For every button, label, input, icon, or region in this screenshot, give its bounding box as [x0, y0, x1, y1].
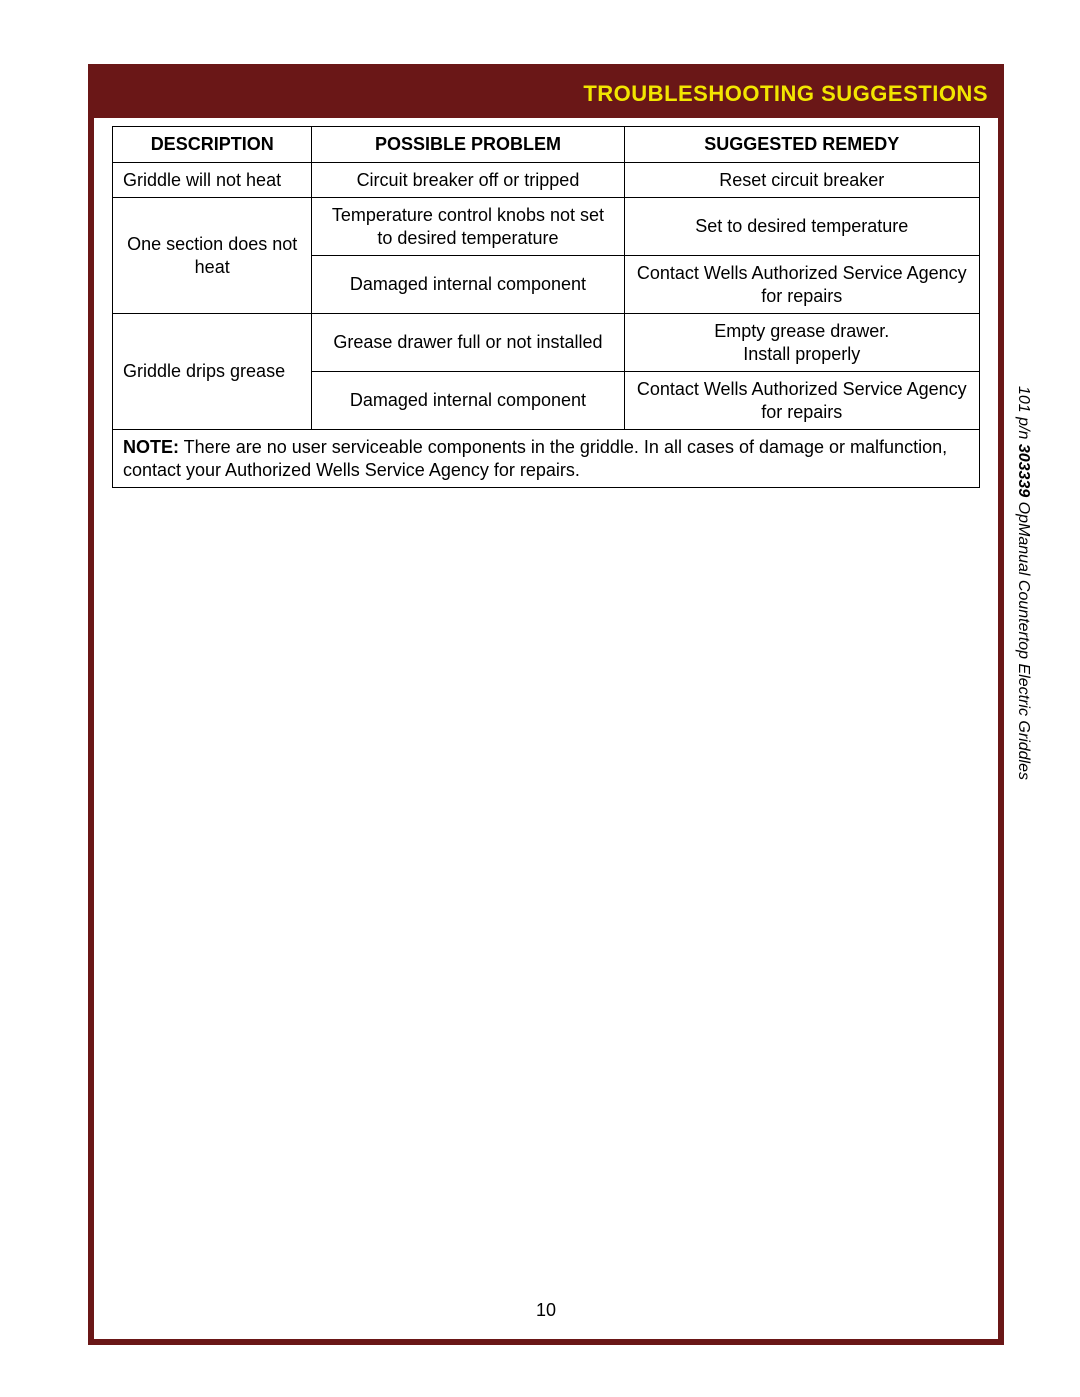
col-header-description: DESCRIPTION [113, 127, 312, 163]
table-header-row: DESCRIPTION POSSIBLE PROBLEM SUGGESTED R… [113, 127, 980, 163]
cell-description: Griddle drips grease [113, 314, 312, 430]
note-label: NOTE: [123, 437, 179, 457]
troubleshooting-table: DESCRIPTION POSSIBLE PROBLEM SUGGESTED R… [112, 126, 980, 488]
cell-description: Griddle will not heat [113, 162, 312, 198]
col-header-problem: POSSIBLE PROBLEM [312, 127, 624, 163]
cell-problem: Circuit breaker off or tripped [312, 162, 624, 198]
page-number: 10 [536, 1300, 556, 1321]
cell-problem: Damaged internal component [312, 372, 624, 430]
content-area: DESCRIPTION POSSIBLE PROBLEM SUGGESTED R… [94, 118, 998, 496]
cell-remedy: Contact Wells Authorized Service Agency … [624, 372, 979, 430]
side-caption: 101 p/n 303339 OpManual Countertop Elect… [1014, 386, 1032, 780]
side-prefix: 101 p/n [1015, 386, 1032, 444]
side-partnum: 303339 [1015, 444, 1032, 497]
cell-remedy: Empty grease drawer.Install properly [624, 314, 979, 372]
header-bar: TROUBLESHOOTING SUGGESTIONS [94, 70, 998, 118]
note-cell: NOTE: There are no user serviceable comp… [113, 430, 980, 488]
cell-problem: Temperature control knobs not set to des… [312, 198, 624, 256]
cell-remedy: Contact Wells Authorized Service Agency … [624, 256, 979, 314]
cell-remedy: Set to desired temperature [624, 198, 979, 256]
cell-problem: Grease drawer full or not installed [312, 314, 624, 372]
cell-problem: Damaged internal component [312, 256, 624, 314]
page: TROUBLESHOOTING SUGGESTIONS DESCRIPTION … [0, 0, 1080, 1397]
note-row: NOTE: There are no user serviceable comp… [113, 430, 980, 488]
cell-remedy: Reset circuit breaker [624, 162, 979, 198]
frame: TROUBLESHOOTING SUGGESTIONS DESCRIPTION … [88, 64, 1004, 1345]
table-row: One section does not heat Temperature co… [113, 198, 980, 256]
page-title: TROUBLESHOOTING SUGGESTIONS [583, 81, 988, 107]
note-text: There are no user serviceable components… [123, 437, 947, 480]
table-row: Griddle will not heat Circuit breaker of… [113, 162, 980, 198]
side-suffix: OpManual Countertop Electric Griddles [1015, 497, 1032, 780]
col-header-remedy: SUGGESTED REMEDY [624, 127, 979, 163]
table-row: Griddle drips grease Grease drawer full … [113, 314, 980, 372]
cell-description: One section does not heat [113, 198, 312, 314]
